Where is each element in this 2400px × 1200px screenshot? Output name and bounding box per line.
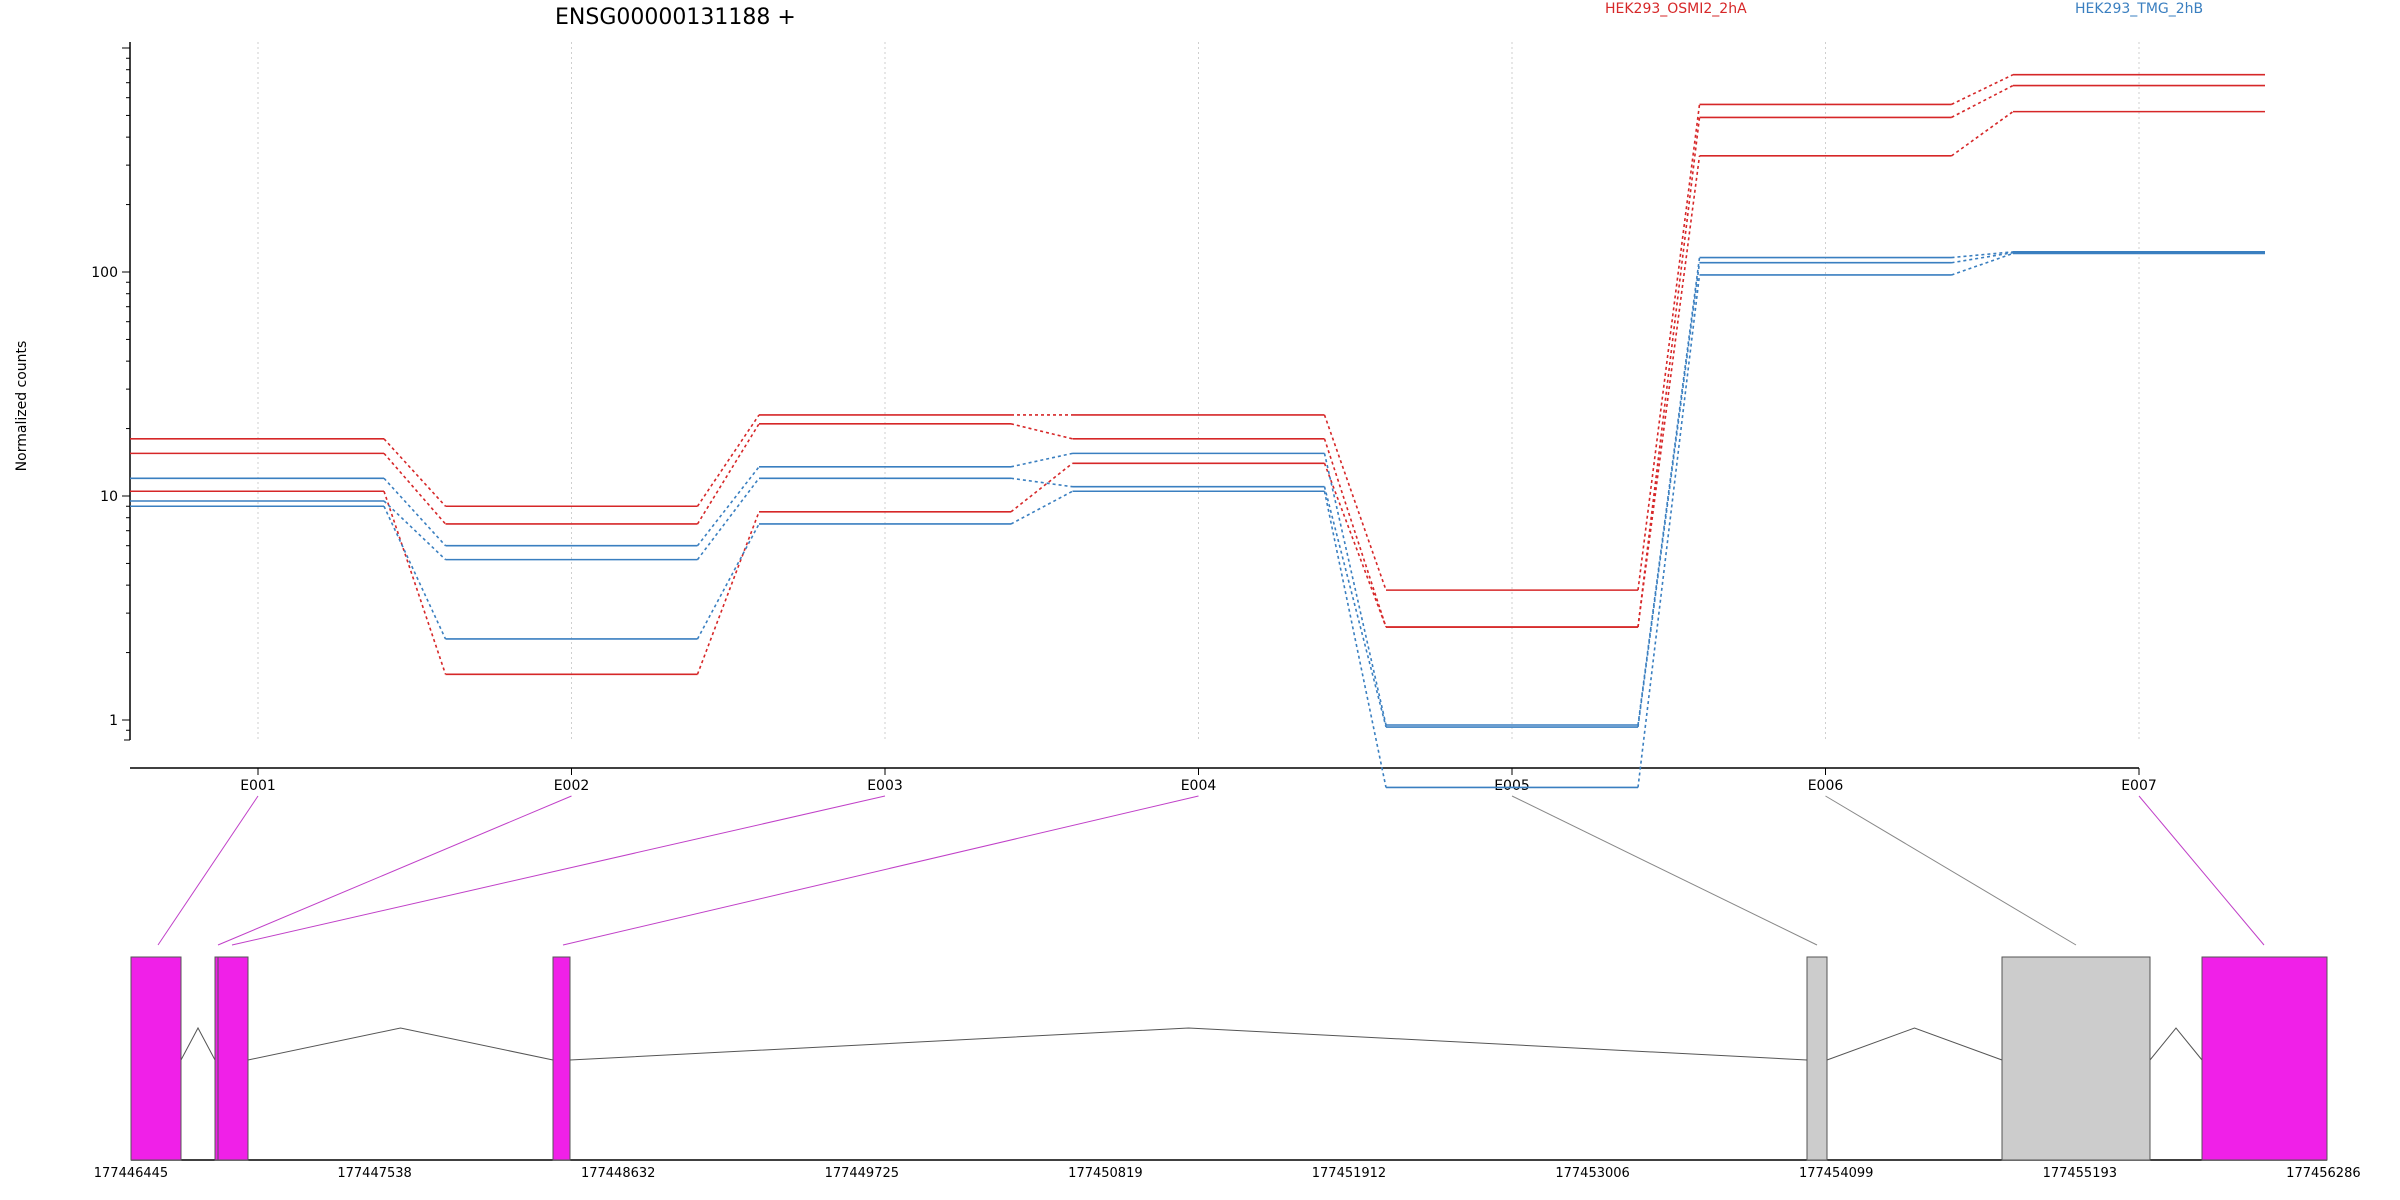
exon-box-3 (552, 956, 571, 1161)
series-1-transition-4 (1323, 414, 1387, 591)
coordinate-label-10: 177456286 (2286, 1166, 2360, 1181)
series-5-transition-5 (1637, 262, 1701, 728)
x-tick-label-E007: E007 (2121, 778, 2157, 794)
exon-connectors (157, 795, 2265, 946)
coordinate-label-2: 177447538 (337, 1166, 411, 1181)
series-3-transition-4 (1323, 462, 1387, 628)
series-4-transition-1 (383, 477, 447, 547)
connector-E005 (1511, 795, 1818, 946)
connector-E006 (1825, 795, 2077, 946)
series-2-transition-2 (696, 423, 760, 525)
coordinate-label-4: 177449725 (825, 1166, 899, 1181)
series-3-transition-3 (1010, 462, 1073, 513)
x-tick-label-E006: E006 (1808, 778, 1844, 794)
y-tick-label-10: 10 (100, 489, 118, 505)
chart-title: ENSG00000131188 + (555, 5, 796, 30)
exon-box-6 (2201, 956, 2328, 1161)
coordinate-label-9: 177455193 (2043, 1166, 2117, 1181)
intron-line-1 (180, 1026, 216, 1061)
series-6-transition-4 (1323, 491, 1387, 788)
series-lines (130, 73, 2265, 789)
series-1-transition-1 (383, 438, 447, 507)
series-2-transition-3 (1010, 423, 1073, 440)
gene-model: 177446445 177447538 177448632 177449725 1774… (94, 956, 2361, 1181)
series-3-transition-5 (1637, 155, 1701, 628)
series-4-transition-2 (696, 466, 760, 547)
exon-box-2 (214, 956, 249, 1161)
x-tick-label-E001: E001 (240, 778, 276, 794)
series-4-transition-4 (1323, 453, 1387, 726)
connector-E004 (562, 795, 1199, 946)
x-tick-label-E003: E003 (867, 778, 903, 794)
series-4-transition-3 (1010, 452, 1073, 468)
grid-lines (257, 42, 2140, 740)
connector-E002 (217, 795, 572, 946)
coordinate-label-1: 177446445 (94, 1166, 168, 1181)
x-axis: E001 E002 E003 E004 E005 E006 E007 (130, 767, 2157, 794)
coordinate-label-6: 177451912 (1312, 1166, 1386, 1181)
coordinate-label-7: 177453006 (1555, 1166, 1629, 1181)
series-1-transition-2 (696, 414, 760, 507)
series-6-transition-1 (383, 505, 447, 640)
series-5-transition-2 (696, 477, 760, 561)
coordinate-label-8: 177454099 (1799, 1166, 1873, 1181)
y-axis: 1 10 100 (91, 42, 131, 741)
series-6-transition-2 (696, 523, 760, 640)
legend-entry-osmi2: HEK293_OSMI2_2hA (1605, 1, 1747, 17)
exon-box-4 (1806, 956, 1828, 1161)
y-axis-label: Normalized counts (14, 341, 30, 472)
series-6-transition-3 (1010, 490, 1073, 525)
x-tick-label-E005: E005 (1494, 778, 1530, 794)
series-2-transition-1 (383, 452, 447, 525)
series-5-transition-3 (1010, 477, 1073, 488)
y-tick-label-100: 100 (91, 265, 118, 281)
connector-E007 (2138, 795, 2265, 946)
intron-line-5 (2149, 1027, 2203, 1061)
coordinate-label-5: 177450819 (1068, 1166, 1142, 1181)
series-5-transition-1 (383, 500, 447, 561)
y-tick-label-1: 1 (109, 713, 118, 729)
series-5-transition-4 (1323, 486, 1387, 728)
series-6-transition-5 (1637, 274, 1701, 788)
coordinate-label-3: 177448632 (581, 1166, 655, 1181)
series-3-transition-2 (696, 511, 760, 675)
series-2-transition-6 (1951, 84, 2014, 119)
x-tick-label-E004: E004 (1181, 778, 1217, 794)
series-1-transition-5 (1637, 104, 1701, 591)
connector-E003 (231, 795, 886, 946)
series-5-transition-6 (1951, 251, 2014, 264)
series-3-transition-1 (383, 490, 447, 675)
intron-line-2 (247, 1027, 554, 1061)
exon-box-1 (130, 956, 182, 1161)
series-2-transition-5 (1637, 117, 1701, 628)
x-tick-label-E002: E002 (554, 778, 590, 794)
series-4-transition-6 (1951, 251, 2014, 259)
legend-entry-tmg: HEK293_TMG_2hB (2075, 1, 2203, 17)
series-3-transition-6 (1951, 110, 2014, 157)
exon-box-5 (2001, 956, 2151, 1161)
connector-E001 (157, 795, 259, 946)
series-6-transition-6 (1951, 252, 2014, 276)
series-1-transition-6 (1951, 73, 2014, 106)
intron-line-4 (1826, 1027, 2003, 1061)
intron-line-3 (569, 1027, 1808, 1061)
